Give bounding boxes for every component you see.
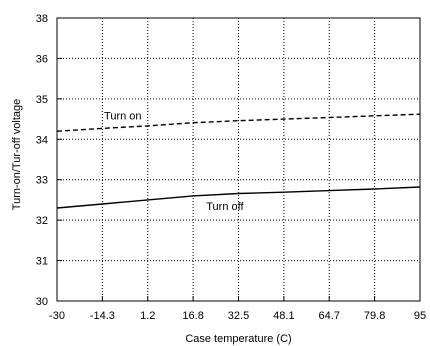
series-line-turn-on: [56, 113, 421, 132]
x-tick-label: 64.7: [319, 310, 340, 322]
y-axis-title: Turn-on/Tur-off voltage: [11, 99, 23, 210]
series-line-turn-off: [56, 186, 421, 209]
x-tick-label: 32.5: [228, 310, 249, 322]
x-tick-label: -30: [49, 310, 65, 322]
axis-ticks: 30 31 32 33 34 35 36 38 -30 -14.3 1.2 16.8 32.5 48.1 6…: [36, 13, 426, 322]
series-lines: [56, 113, 421, 209]
y-tick-label: 35: [36, 94, 48, 106]
series-label-turn-off: Turn off: [206, 201, 244, 213]
y-tick-label: 30: [36, 296, 48, 308]
y-tick-label: 32: [36, 215, 48, 227]
y-tick-label: 38: [36, 13, 48, 25]
x-tick-label: 48.1: [273, 310, 294, 322]
x-axis-title: Case temperature (C): [185, 333, 291, 345]
x-tick-label: -14.3: [90, 310, 115, 322]
y-tick-label: 33: [36, 175, 48, 187]
x-tick-label: 79.8: [364, 310, 385, 322]
series-label-turn-on: Turn on: [104, 110, 142, 122]
y-tick-label: 31: [36, 256, 48, 268]
x-tick-label: 95: [414, 310, 426, 322]
series-labels: Turn on Turn off: [104, 110, 244, 213]
grid-lines: [57, 18, 420, 301]
y-tick-label: 34: [36, 134, 48, 146]
y-tick-label: 36: [36, 53, 48, 65]
x-tick-label: 16.8: [182, 310, 203, 322]
x-tick-label: 1.2: [140, 310, 155, 322]
